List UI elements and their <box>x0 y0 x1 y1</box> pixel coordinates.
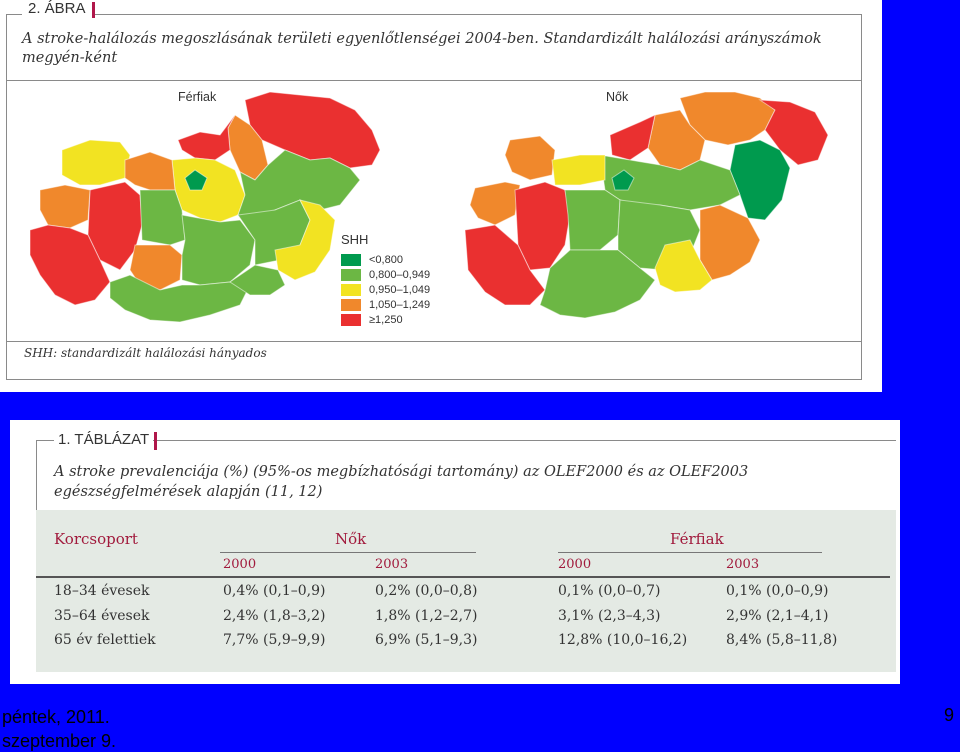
county-orange <box>469 181 521 226</box>
legend-title: SHH <box>341 232 369 247</box>
county-orange <box>39 184 91 229</box>
county-red <box>29 224 111 306</box>
legend-swatch <box>341 283 361 296</box>
header-age-group: Korcsoport <box>54 530 138 548</box>
county-green <box>139 189 186 246</box>
county-red <box>177 114 236 161</box>
header-rule-men <box>558 552 822 553</box>
legend-swatch <box>341 313 361 326</box>
table-cell: 0,1% (0,0–0,7) <box>558 583 661 599</box>
county-yellow <box>551 154 606 186</box>
legend-label: <0,800 <box>369 253 403 266</box>
county-orange <box>699 204 761 281</box>
county-red <box>609 114 656 161</box>
figure-divider-bottom <box>6 341 862 342</box>
county-green <box>611 169 635 191</box>
county-green <box>109 274 251 323</box>
year-women-2003: 2003 <box>375 557 409 572</box>
footer-date: péntek, 2011. szeptember 9. <box>2 705 116 752</box>
row-label: 65 év felettiek <box>54 632 156 648</box>
county-green <box>184 169 208 191</box>
table-cell: 6,9% (5,1–9,3) <box>375 632 478 648</box>
map-men <box>29 91 381 323</box>
legend-swatch <box>341 268 361 281</box>
legend-item: <0,800 <box>341 252 430 267</box>
county-orange <box>504 135 556 181</box>
map-title-women: Nők <box>606 90 629 104</box>
county-green <box>729 139 791 221</box>
legend-label: 1,050–1,249 <box>369 298 431 311</box>
figure-tag: 2. ÁBRA <box>22 0 95 18</box>
table-cell: 2,4% (1,8–3,2) <box>223 608 326 624</box>
figure-footnote: SHH: standardizált halálozási hányados <box>24 346 267 360</box>
county-red <box>244 91 381 169</box>
legend-item: ≥1,250 <box>341 312 430 327</box>
table-cell: 0,1% (0,0–0,9) <box>726 583 829 599</box>
header-rule-women <box>220 552 476 553</box>
footer-date-line2: szeptember 9. <box>2 731 117 751</box>
table-title: A stroke prevalenciája (%) (95%-os megbí… <box>54 464 749 500</box>
county-orange <box>124 151 176 191</box>
table-tag: 1. TÁBLÁZAT <box>54 430 158 450</box>
county-yellow <box>171 157 246 223</box>
table-cell: 12,8% (10,0–16,2) <box>558 632 688 648</box>
footer-date-line1: péntek, 2011. <box>2 707 110 727</box>
county-yellow <box>61 139 131 186</box>
county-green <box>539 249 656 319</box>
legend-item: 0,950–1,049 <box>341 282 430 297</box>
year-women-2000: 2000 <box>223 557 257 572</box>
county-red <box>464 224 546 306</box>
county-orange <box>129 244 183 291</box>
table-header-rule <box>36 576 890 578</box>
county-green <box>564 189 621 251</box>
row-label: 35–64 évesek <box>54 608 150 624</box>
table-cell: 1,8% (1,2–2,7) <box>375 608 478 624</box>
figure-divider-top <box>6 80 862 81</box>
table-cell: 3,1% (2,3–4,3) <box>558 608 661 624</box>
table-frame-top <box>36 440 896 441</box>
page-number: 9 <box>943 705 954 725</box>
legend-swatch <box>341 298 361 311</box>
county-maps <box>29 91 829 323</box>
map-women <box>464 91 829 319</box>
legend-item: 0,800–0,949 <box>341 267 430 282</box>
legend-item: 1,050–1,249 <box>341 297 430 312</box>
row-label: 18–34 évesek <box>54 583 150 599</box>
table-cell: 2,9% (2,1–4,1) <box>726 608 829 624</box>
legend-swatch <box>341 253 361 266</box>
county-green <box>229 264 286 296</box>
legend-label: 0,950–1,049 <box>369 283 431 296</box>
year-men-2003: 2003 <box>726 557 760 572</box>
table-card: 1. TÁBLÁZAT A stroke prevalenciája (%) (… <box>10 420 900 684</box>
county-yellow <box>654 239 713 293</box>
year-men-2000: 2000 <box>558 557 592 572</box>
table-cell: 7,7% (5,9–9,9) <box>223 632 326 648</box>
header-women: Nők <box>335 530 367 548</box>
legend-label: 0,800–0,949 <box>369 268 431 281</box>
map-legend: SHH <0,800 0,800–0,949 0,950–1,049 1,050… <box>341 232 430 327</box>
legend-label: ≥1,250 <box>369 313 403 326</box>
table-cell: 8,4% (5,8–11,8) <box>726 632 838 648</box>
table-body-band <box>36 510 896 672</box>
header-men: Férfiak <box>670 530 724 548</box>
county-red <box>758 99 829 166</box>
figure-frame <box>6 14 862 380</box>
figure-card: 2. ÁBRA A stroke-halálozás megoszlásának… <box>0 0 882 392</box>
figure-title: A stroke-halálozás megoszlásának terület… <box>22 31 822 66</box>
table-cell: 0,2% (0,0–0,8) <box>375 583 478 599</box>
county-yellow <box>274 199 336 281</box>
table-cell: 0,4% (0,1–0,9) <box>223 583 326 599</box>
map-title-men: Férfiak <box>178 90 217 104</box>
